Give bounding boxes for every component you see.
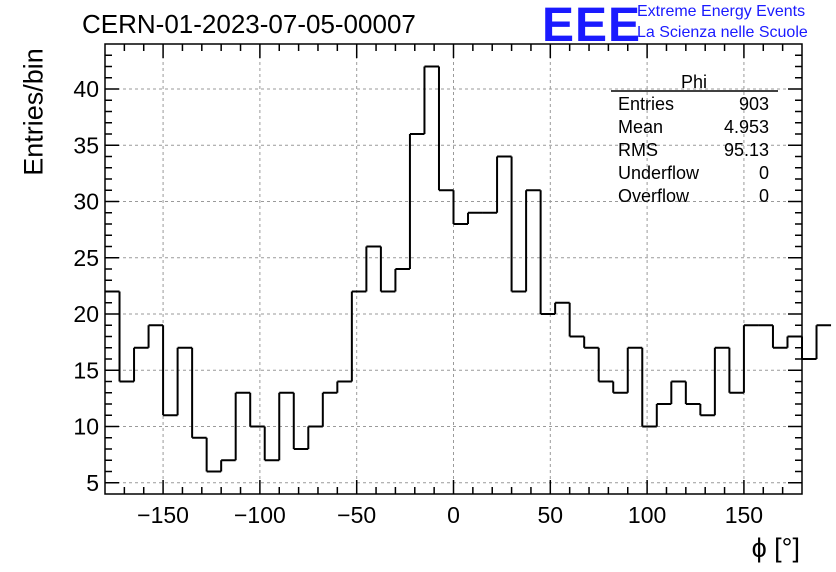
x-tick-label: 150: [725, 502, 763, 528]
histogram-bin: [510, 156, 527, 293]
histogram-bin: [728, 347, 744, 394]
histogram-bin: [133, 346, 149, 382]
histogram-bin: [278, 391, 294, 461]
histogram-bin: [350, 290, 367, 382]
histogram-bin: [408, 133, 425, 269]
histogram-bin: [379, 246, 396, 293]
histogram-bin: [670, 380, 686, 404]
histogram-bin: [597, 347, 614, 383]
y-tick-label: 40: [73, 76, 99, 102]
stats-label-entries: Entries: [618, 94, 674, 114]
histogram-bin: [394, 268, 410, 292]
histogram-bin: [815, 324, 832, 359]
histogram-bin: [307, 425, 323, 449]
y-tick-label: 35: [73, 132, 99, 158]
org-name-line2: La Scienza nelle Scuole: [637, 24, 808, 41]
x-axis-label: ϕ [°]: [751, 533, 800, 563]
y-tick-label: 15: [73, 357, 99, 383]
stats-value-mean: 4.953: [724, 117, 769, 137]
histogram-bin: [496, 155, 512, 213]
axis-ticks: −150 −100 −50 0 50 100 150 5 10 15 20 25 30 35 40: [73, 44, 802, 528]
stats-label-overflow: Overflow: [618, 186, 690, 206]
x-tick-label: 50: [538, 502, 564, 528]
stats-label-underflow: Underflow: [618, 163, 700, 183]
y-tick-label: 20: [73, 301, 99, 327]
histogram-bin: [423, 65, 439, 134]
histogram-bin: [118, 291, 135, 383]
histogram-bin: [699, 404, 715, 417]
stats-value-overflow: 0: [759, 186, 769, 206]
histogram-bin: [249, 392, 265, 428]
histogram-bin: [437, 66, 454, 192]
stats-value-entries: 903: [739, 94, 769, 114]
histogram-bin: [176, 346, 193, 416]
stats-value-underflow: 0: [759, 163, 769, 183]
x-tick-label: −50: [337, 502, 376, 528]
histogram-bin: [771, 325, 788, 349]
histogram-bin: [205, 437, 222, 473]
histogram-bin: [525, 189, 541, 292]
x-tick-label: 0: [447, 502, 460, 528]
histogram-bin: [742, 324, 759, 393]
histogram-bin: [568, 302, 585, 338]
histogram-bin: [641, 347, 657, 428]
plot-title: CERN-01-2023-07-05-00007: [82, 9, 416, 39]
histogram-bin: [234, 391, 251, 461]
histogram-bin: [220, 459, 236, 472]
histogram-bin: [684, 381, 701, 405]
histogram-bin: [786, 335, 802, 348]
histogram-bin: [162, 325, 178, 417]
x-tick-label: −100: [234, 502, 286, 528]
histogram-bin: [321, 391, 338, 427]
histogram-bin: [612, 381, 628, 394]
stats-title: Phi: [681, 72, 707, 92]
y-tick-label: 10: [73, 414, 99, 440]
histogram-bin: [191, 347, 207, 439]
histogram-bin: [583, 336, 599, 349]
histogram-bin: [147, 324, 164, 348]
histogram-bin: [554, 301, 570, 314]
histogram-bin: [626, 346, 643, 393]
y-tick-label: 5: [86, 470, 99, 496]
histogram-bin: [263, 426, 280, 462]
histogram-bin: [539, 190, 556, 315]
stats-label-mean: Mean: [618, 117, 663, 137]
histogram-bin: [336, 380, 352, 393]
histogram-bin: [801, 336, 817, 360]
stats-label-rms: RMS: [618, 140, 658, 160]
histogram-bin: [655, 403, 672, 427]
histogram-bin: [452, 190, 469, 225]
histogram-bin: [467, 211, 483, 224]
grid-lines: [105, 44, 802, 494]
histogram-series: [105, 65, 832, 473]
histogram-bin: [713, 346, 730, 416]
x-tick-label: −150: [137, 502, 189, 528]
histogram-bin: [292, 392, 309, 450]
y-tick-label: 30: [73, 189, 99, 215]
histogram-bin: [365, 245, 381, 292]
y-tick-label: 25: [73, 245, 99, 271]
x-tick-label: 100: [628, 502, 666, 528]
stats-value-rms: 95.13: [724, 140, 769, 160]
org-name-line1: Extreme Energy Events: [637, 3, 806, 20]
stats-box: Phi Entries 903 Mean 4.953 RMS 95.13 Und…: [611, 72, 778, 206]
